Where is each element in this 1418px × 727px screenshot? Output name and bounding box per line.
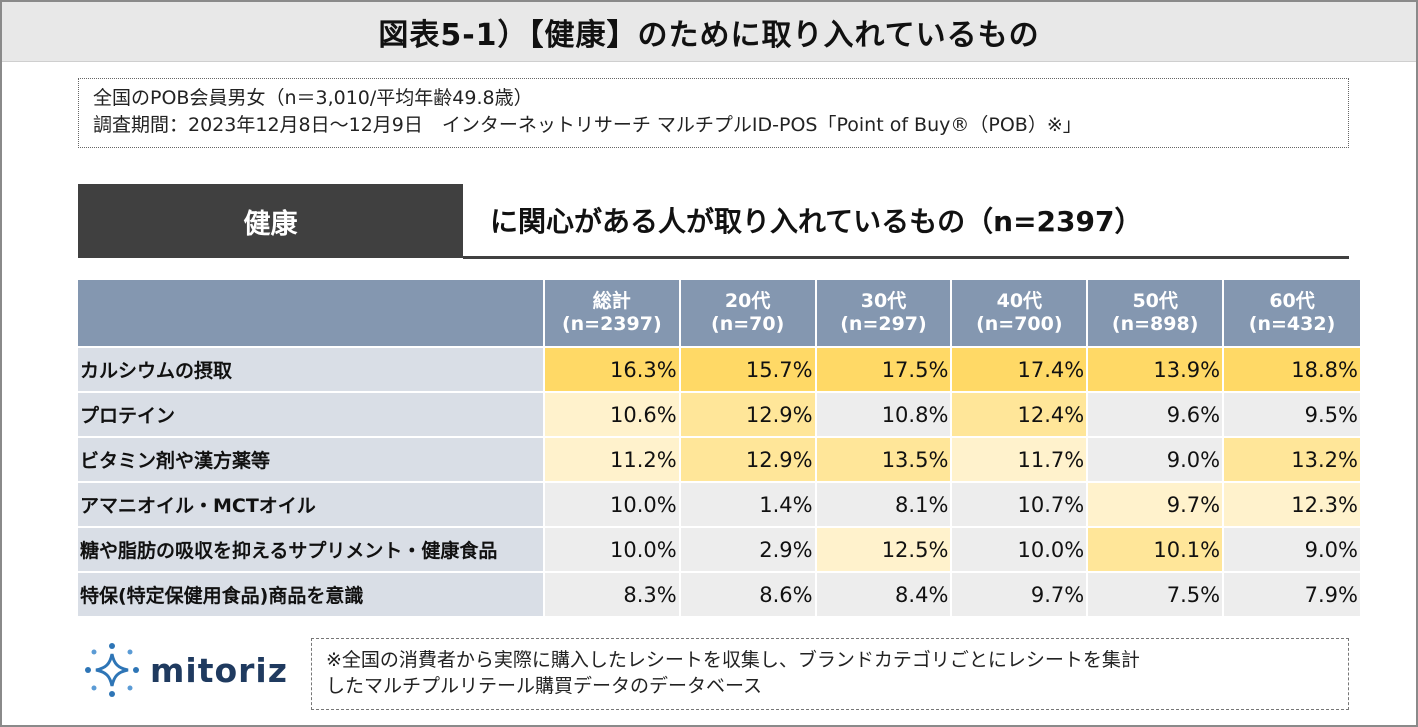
value-cell: 12.9% [680, 391, 817, 436]
table-header-row: 総計 (n=2397) 20代 (n=70) 30代 (n=297) 40代 (n=70… [78, 280, 1360, 346]
survey-info-line-2: 調査期間：2023年12月8日～12月9日 インターネットリサーチ マルチプルI… [93, 114, 1082, 136]
sparkle-logo-icon [85, 643, 139, 697]
footnote-line-1: ※全国の消費者から実際に購入したレシートを収集し、ブランドカテゴリごとにレシート… [326, 649, 1140, 671]
value-cell: 18.8% [1224, 346, 1360, 391]
column-header: 60代 (n=432) [1224, 280, 1360, 346]
title-bar: 図表5-1）【健康】のために取り入れているもの [2, 2, 1416, 62]
column-header: 30代 (n=297) [816, 280, 953, 346]
column-header-title: 60代 [1269, 290, 1315, 312]
table-row: プロテイン 10.6% 12.9% 10.8% 12.4% 9.6% 9.5% [78, 391, 1360, 436]
row-label: 糖や脂肪の吸収を抑えるサプリメント・健康食品 [78, 526, 545, 571]
column-header: 40代 (n=700) [952, 280, 1089, 346]
value-cell: 7.5% [1088, 571, 1225, 616]
survey-info-line-1: 全国のPOB会員男女（n＝3,010/平均年齢49.8歳） [93, 87, 533, 109]
value-cell: 13.5% [816, 436, 953, 481]
value-cell: 12.5% [816, 526, 953, 571]
mitoriz-logo: mitoriz [80, 640, 300, 700]
column-header-title: 40代 [996, 290, 1043, 312]
column-header-title: 50代 [1132, 290, 1178, 312]
value-cell: 12.4% [952, 391, 1089, 436]
value-cell: 9.7% [1088, 481, 1225, 526]
value-cell: 10.7% [952, 481, 1089, 526]
value-cell: 12.3% [1224, 481, 1360, 526]
column-header-title: 30代 [860, 290, 907, 312]
table-subtitle: に関心がある人が取り入れているもの（n=2397） [490, 205, 1143, 238]
subtitle-underline [463, 256, 1349, 259]
value-cell: 10.8% [816, 391, 953, 436]
value-cell: 13.2% [1224, 436, 1360, 481]
value-cell: 8.1% [816, 481, 953, 526]
value-cell: 13.9% [1088, 346, 1225, 391]
row-label: ビタミン剤や漢方薬等 [78, 436, 545, 481]
footnote-box: ※全国の消費者から実際に購入したレシートを収集し、ブランドカテゴリごとにレシート… [311, 638, 1349, 710]
value-cell: 15.7% [680, 346, 817, 391]
value-cell: 16.3% [544, 346, 681, 391]
column-header-n: (n=70) [711, 313, 785, 335]
column-header-n: (n=297) [840, 313, 927, 335]
table-row: カルシウムの摂取 16.3% 15.7% 17.5% 17.4% 13.9% 1… [78, 346, 1360, 391]
value-cell: 17.5% [816, 346, 953, 391]
value-cell: 9.0% [1224, 526, 1360, 571]
column-header-n: (n=700) [976, 313, 1063, 335]
topic-label-box: 健康 [78, 184, 463, 258]
value-cell: 10.6% [544, 391, 681, 436]
row-label: カルシウムの摂取 [78, 346, 545, 391]
value-cell: 10.0% [544, 481, 681, 526]
row-label: プロテイン [78, 391, 545, 436]
row-label: アマニオイル・MCTオイル [78, 481, 545, 526]
column-header-n: (n=432) [1248, 313, 1336, 335]
value-cell: 9.6% [1088, 391, 1225, 436]
value-cell: 9.5% [1224, 391, 1360, 436]
value-cell: 17.4% [952, 346, 1089, 391]
value-cell: 9.0% [1088, 436, 1225, 481]
figure-title: 図表5-1）【健康】のために取り入れているもの [378, 17, 1040, 53]
table-row: 糖や脂肪の吸収を抑えるサプリメント・健康食品 10.0% 2.9% 12.5% … [78, 526, 1360, 571]
value-cell: 8.4% [816, 571, 953, 616]
results-table: 総計 (n=2397) 20代 (n=70) 30代 (n=297) 40代 (n=70… [78, 280, 1360, 616]
column-header-title: 総計 [592, 290, 631, 312]
column-header-title: 20代 [724, 290, 771, 312]
value-cell: 1.4% [680, 481, 817, 526]
value-cell: 8.6% [680, 571, 817, 616]
value-cell: 11.7% [952, 436, 1089, 481]
footnote-line-2: したマルチプルリテール購買データのデータベース [326, 675, 763, 697]
value-cell: 10.1% [1088, 526, 1225, 571]
value-cell: 10.0% [952, 526, 1089, 571]
value-cell: 2.9% [680, 526, 817, 571]
value-cell: 10.0% [544, 526, 681, 571]
table-row: アマニオイル・MCTオイル 10.0% 1.4% 8.1% 10.7% 9.7%… [78, 481, 1360, 526]
table-row: ビタミン剤や漢方薬等 11.2% 12.9% 13.5% 11.7% 9.0% … [78, 436, 1360, 481]
table-header-blank [78, 280, 545, 346]
value-cell: 7.9% [1224, 571, 1360, 616]
value-cell: 8.3% [544, 571, 681, 616]
topic-label: 健康 [243, 208, 298, 240]
logo-text: mitoriz [150, 650, 288, 690]
column-header-n: (n=2397) [561, 313, 662, 335]
value-cell: 12.9% [680, 436, 817, 481]
row-label: 特保(特定保健用食品)商品を意識 [78, 571, 545, 616]
column-header: 20代 (n=70) [680, 280, 817, 346]
column-header: 50代 (n=898) [1088, 280, 1225, 346]
value-cell: 11.2% [544, 436, 681, 481]
value-cell: 9.7% [952, 571, 1089, 616]
table-row: 特保(特定保健用食品)商品を意識 8.3% 8.6% 8.4% 9.7% 7.5… [78, 571, 1360, 616]
survey-info-box: 全国のPOB会員男女（n＝3,010/平均年齢49.8歳） 調査期間：2023年… [78, 78, 1349, 148]
column-header: 総計 (n=2397) [544, 280, 681, 346]
column-header-n: (n=898) [1111, 313, 1199, 335]
